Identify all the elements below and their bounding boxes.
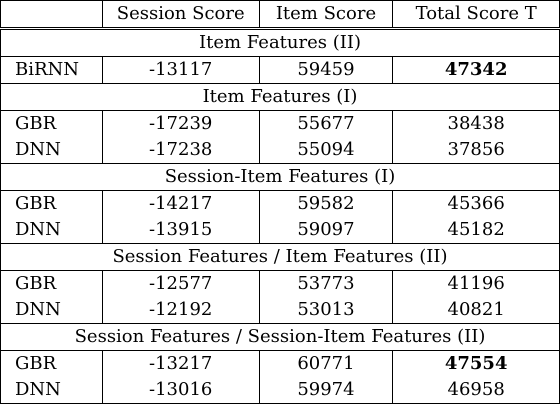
total-score-cell: 41196 bbox=[392, 270, 560, 297]
session-score-cell: -13915 bbox=[101, 217, 260, 244]
item-score-cell: 60771 bbox=[258, 350, 394, 377]
section-header-row: Item Features (I) bbox=[0, 83, 560, 111]
section-title: Item Features (I) bbox=[0, 83, 560, 111]
section-header-row: Session-Item Features (I) bbox=[0, 163, 560, 191]
header-corner-cell bbox=[0, 0, 103, 29]
section-title: Session Features / Session-Item Features… bbox=[0, 323, 560, 351]
total-score-cell: 47342 bbox=[392, 56, 560, 84]
total-score-cell: 47554 bbox=[392, 350, 560, 377]
total-score-cell: 45366 bbox=[392, 190, 560, 217]
table-row: DNN -17238 55094 37856 bbox=[0, 137, 560, 164]
table-row: GBR -17239 55677 38438 bbox=[0, 110, 560, 137]
session-score-cell: -13016 bbox=[101, 377, 260, 404]
section-title: Session-Item Features (I) bbox=[0, 163, 560, 191]
header-session-score: Session Score bbox=[101, 0, 260, 29]
model-cell: DNN bbox=[0, 297, 103, 324]
session-score-cell: -13217 bbox=[101, 350, 260, 377]
section-header-row: Item Features (II) bbox=[0, 27, 560, 57]
item-score-cell: 59097 bbox=[258, 217, 394, 244]
model-cell: GBR bbox=[0, 190, 103, 217]
table-row: GBR -13217 60771 47554 bbox=[0, 350, 560, 377]
model-cell: GBR bbox=[0, 110, 103, 137]
model-cell: GBR bbox=[0, 270, 103, 297]
header-total-score: Total Score T bbox=[392, 0, 560, 29]
total-score-cell: 46958 bbox=[392, 377, 560, 404]
item-score-cell: 59459 bbox=[258, 56, 394, 84]
header-row: Session Score Item Score Total Score T bbox=[0, 0, 560, 29]
section-header-row: Session Features / Item Features (II) bbox=[0, 243, 560, 271]
total-score-cell: 45182 bbox=[392, 217, 560, 244]
table-row: BiRNN -13117 59459 47342 bbox=[0, 56, 560, 84]
item-score-cell: 59582 bbox=[258, 190, 394, 217]
table-row: GBR -14217 59582 45366 bbox=[0, 190, 560, 217]
model-cell: DNN bbox=[0, 217, 103, 244]
item-score-cell: 55677 bbox=[258, 110, 394, 137]
session-score-cell: -13117 bbox=[101, 56, 260, 84]
item-score-cell: 59974 bbox=[258, 377, 394, 404]
model-cell: BiRNN bbox=[0, 56, 103, 84]
table-row: DNN -13915 59097 45182 bbox=[0, 217, 560, 244]
section-title: Session Features / Item Features (II) bbox=[0, 243, 560, 271]
table-row: GBR -12577 53773 41196 bbox=[0, 270, 560, 297]
item-score-cell: 53013 bbox=[258, 297, 394, 324]
session-score-cell: -12577 bbox=[101, 270, 260, 297]
session-score-cell: -14217 bbox=[101, 190, 260, 217]
session-score-cell: -17239 bbox=[101, 110, 260, 137]
section-header-row: Session Features / Session-Item Features… bbox=[0, 323, 560, 351]
session-score-cell: -17238 bbox=[101, 137, 260, 164]
model-cell: GBR bbox=[0, 350, 103, 377]
model-cell: DNN bbox=[0, 137, 103, 164]
item-score-cell: 53773 bbox=[258, 270, 394, 297]
section-title: Item Features (II) bbox=[0, 27, 560, 57]
table-row: DNN -12192 53013 40821 bbox=[0, 297, 560, 324]
total-score-cell: 40821 bbox=[392, 297, 560, 324]
model-cell: DNN bbox=[0, 377, 103, 404]
item-score-cell: 55094 bbox=[258, 137, 394, 164]
total-score-cell: 37856 bbox=[392, 137, 560, 164]
table-row: DNN -13016 59974 46958 bbox=[0, 377, 560, 404]
total-score-cell: 38438 bbox=[392, 110, 560, 137]
header-item-score: Item Score bbox=[258, 0, 394, 29]
session-score-cell: -12192 bbox=[101, 297, 260, 324]
